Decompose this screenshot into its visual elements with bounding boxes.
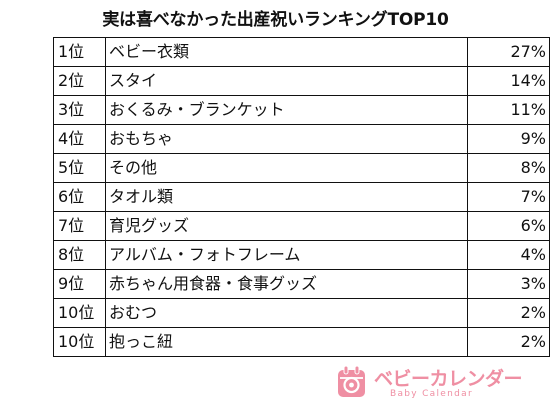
item-cell: おくるみ・ブランケット [105, 95, 468, 125]
table-row: 5位 その他 8% [53, 153, 550, 183]
item-cell: 抱っこ紐 [105, 327, 468, 357]
table-row: 3位 おくるみ・ブランケット 11% [53, 95, 550, 125]
percent-cell: 8% [467, 153, 550, 183]
ranking-table-body: 1位 ベビー衣類 27% 2位 スタイ 14% 3位 おくるみ・ブランケット 11% 4位 おもちゃ… [53, 37, 550, 357]
logo-subtitle: Baby Calendar [390, 389, 473, 399]
percent-cell: 27% [467, 37, 550, 67]
rank-cell: 9位 [53, 269, 106, 299]
table-row: 8位 アルバム・フォトフレーム 4% [53, 240, 550, 270]
logo-name: ベビーカレンダー [374, 368, 523, 390]
percent-cell: 7% [467, 182, 550, 212]
item-cell: 育児グッズ [105, 211, 468, 241]
table-row: 1位 ベビー衣類 27% [53, 37, 550, 67]
rank-cell: 3位 [53, 95, 106, 125]
rank-cell: 2位 [53, 66, 106, 96]
rank-cell: 1位 [53, 37, 106, 67]
item-cell: ベビー衣類 [105, 37, 468, 67]
table-row: 10位 抱っこ紐 2% [53, 327, 550, 357]
item-cell: アルバム・フォトフレーム [105, 240, 468, 270]
table-row: 7位 育児グッズ 6% [53, 211, 550, 241]
calendar-pacifier-icon [338, 365, 365, 397]
baby-calendar-logo: ベビーカレンダー Baby Calendar [336, 365, 523, 405]
percent-cell: 6% [467, 211, 550, 241]
percent-cell: 3% [467, 269, 550, 299]
percent-cell: 11% [467, 95, 550, 125]
rank-cell: 5位 [53, 153, 106, 183]
item-cell: タオル類 [105, 182, 468, 212]
rank-cell: 7位 [53, 211, 106, 241]
item-cell: その他 [105, 153, 468, 183]
ranking-table: 1位 ベビー衣類 27% 2位 スタイ 14% 3位 おくるみ・ブランケット 11% 4位 おもちゃ… [53, 37, 550, 357]
table-row: 10位 おむつ 2% [53, 298, 550, 328]
rank-cell: 10位 [53, 327, 106, 357]
item-cell: スタイ [105, 66, 468, 96]
item-cell: おむつ [105, 298, 468, 328]
table-row: 9位 赤ちゃん用食器・食事グッズ 3% [53, 269, 550, 299]
percent-cell: 2% [467, 298, 550, 328]
table-row: 4位 おもちゃ 9% [53, 124, 550, 154]
percent-cell: 14% [467, 66, 550, 96]
item-cell: 赤ちゃん用食器・食事グッズ [105, 269, 468, 299]
rank-cell: 8位 [53, 240, 106, 270]
percent-cell: 9% [467, 124, 550, 154]
rank-cell: 4位 [53, 124, 106, 154]
rank-cell: 6位 [53, 182, 106, 212]
percent-cell: 4% [467, 240, 550, 270]
chart-title: 実は喜べなかった出産祝いランキングTOP10 [102, 10, 449, 30]
table-row: 2位 スタイ 14% [53, 66, 550, 96]
item-cell: おもちゃ [105, 124, 468, 154]
rank-cell: 10位 [53, 298, 106, 328]
percent-cell: 2% [467, 327, 550, 357]
table-row: 6位 タオル類 7% [53, 182, 550, 212]
